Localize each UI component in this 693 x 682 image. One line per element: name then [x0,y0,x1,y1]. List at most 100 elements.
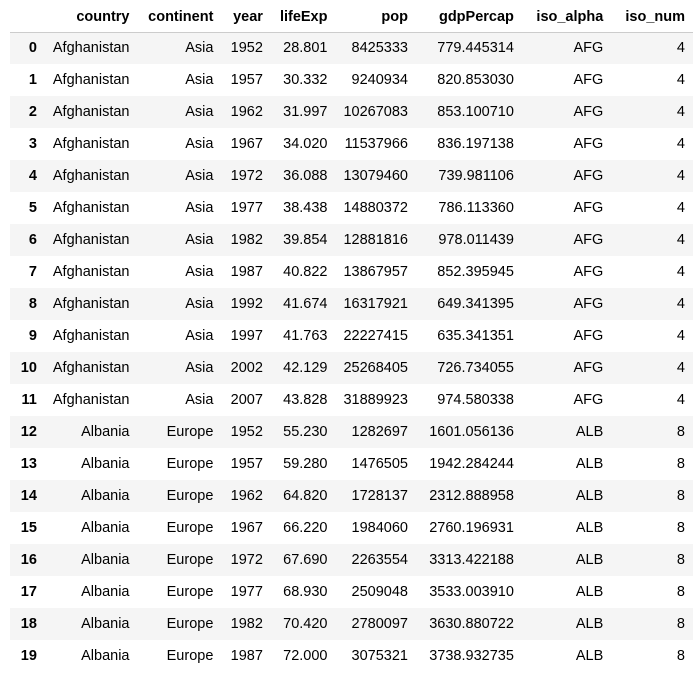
gdppercap-cell: 3313.422188 [429,552,514,568]
iso-alpha-cell: AFG [573,72,604,88]
pop-cell: 16317921 [343,296,408,312]
table-row: 15 Albania Europe 1967 66.220 1984060 2760.196… [10,512,693,544]
iso-num-cell: 4 [676,200,685,216]
year-cell: 1987 [230,648,263,664]
lifeexp-cell: 59.280 [283,456,328,472]
table-row: 10 Afghanistan Asia 2002 42.129 25268405 726.7… [10,352,693,384]
country-cell: Afghanistan [52,104,130,120]
lifeexp-header: lifeExp [270,3,336,33]
iso-num-cell: 4 [676,232,685,248]
pop-cell: 2780097 [351,616,408,632]
country-cell: Albania [81,488,130,504]
country-cell: Albania [81,424,130,440]
pop-cell: 25268405 [343,360,408,376]
lifeexp-cell: 31.997 [283,104,328,120]
year-cell: 1972 [230,168,263,184]
iso-num-cell: 4 [676,40,685,57]
row-index: 5 [28,200,37,216]
header-row: country continent year lifeExp pop gdpPercap i… [10,3,693,33]
iso-num-cell: 8 [676,488,685,504]
table-row: 1 Afghanistan Asia 1957 30.332 9240934 820.853… [10,64,693,96]
continent-cell: Asia [185,72,214,88]
continent-cell: Europe [166,616,214,632]
country-header: country [44,3,138,33]
continent-cell: Asia [185,40,214,57]
pop-header: pop [335,3,416,33]
year-cell: 1992 [230,296,263,312]
iso-alpha-cell: AFG [573,328,604,344]
country-cell: Afghanistan [52,136,130,152]
iso-num-cell: 4 [676,168,685,184]
iso-alpha-cell: AFG [573,360,604,376]
iso-num-cell: 8 [676,648,685,664]
iso-alpha-cell: ALB [575,456,604,472]
table-row: 18 Albania Europe 1982 70.420 2780097 3630.880… [10,608,693,640]
gdppercap-cell: 3630.880722 [429,616,514,632]
pop-cell: 11537966 [344,136,408,152]
iso-alpha-cell: AFG [573,104,604,120]
gdppercap-cell: 2312.888958 [429,488,514,504]
year-cell: 2007 [230,392,263,408]
lifeexp-cell: 36.088 [283,168,328,184]
row-index: 9 [28,328,37,344]
gdppercap-cell: 3738.932735 [429,648,514,664]
country-cell: Albania [81,616,130,632]
continent-cell: Asia [185,328,214,344]
pop-cell: 31889923 [343,392,408,408]
country-cell: Afghanistan [52,264,130,280]
row-index: 3 [28,136,37,152]
iso-num-cell: 8 [676,424,685,440]
continent-cell: Asia [185,232,214,248]
gdppercap-cell: 726.734055 [437,360,514,376]
lifeexp-cell: 30.332 [283,72,328,88]
row-index: 1 [28,72,37,88]
table-header: country continent year lifeExp pop gdpPercap i… [10,3,693,33]
lifeexp-cell: 43.828 [283,392,328,408]
country-cell: Afghanistan [52,360,130,376]
year-cell: 1962 [230,104,263,120]
table-row: 16 Albania Europe 1972 67.690 2263554 3313.422… [10,544,693,576]
gdppercap-cell: 739.981106 [438,168,514,184]
continent-cell: Europe [166,584,214,600]
pop-cell: 2509048 [351,584,408,600]
iso-num-cell: 4 [676,72,685,88]
country-cell: Albania [81,456,130,472]
iso-num-cell: 8 [676,584,685,600]
year-cell: 1997 [230,328,263,344]
row-index: 11 [21,392,37,408]
year-cell: 1967 [230,520,263,536]
year-cell: 1987 [230,264,263,280]
table-row: 0 Afghanistan Asia 1952 28.801 8425333 779.445… [10,32,693,64]
gdppercap-cell: 978.011439 [438,232,514,248]
gdppercap-cell: 779.445314 [437,40,514,57]
table-row: 6 Afghanistan Asia 1982 39.854 12881816 978.01… [10,224,693,256]
continent-cell: Europe [166,648,214,664]
iso-alpha-cell: AFG [573,264,604,280]
gdppercap-cell: 974.580338 [437,392,514,408]
row-index: 17 [20,584,37,600]
iso-num-cell: 4 [676,328,685,344]
year-cell: 1977 [230,200,263,216]
table-row: 2 Afghanistan Asia 1962 31.997 10267083 853.10… [10,96,693,128]
iso-alpha-cell: ALB [575,552,604,568]
continent-cell: Asia [185,264,214,280]
lifeexp-cell: 70.420 [283,616,328,632]
iso-alpha-cell: ALB [575,424,604,440]
pop-cell: 12881816 [343,232,408,248]
table-row: 17 Albania Europe 1977 68.930 2509048 3533.003… [10,576,693,608]
country-cell: Albania [81,552,130,568]
row-index: 8 [28,296,37,312]
row-index: 16 [20,552,37,568]
gdppercap-cell: 635.341351 [437,328,514,344]
lifeexp-cell: 68.930 [283,584,328,600]
pop-cell: 14880372 [343,200,408,216]
continent-cell: Asia [185,200,214,216]
gdppercap-cell: 820.853030 [437,72,514,88]
iso-num-cell: 8 [676,552,685,568]
year-cell: 1982 [230,616,263,632]
country-cell: Afghanistan [52,296,130,312]
iso-num-header: iso_num [611,3,693,33]
iso-num-cell: 8 [676,520,685,536]
year-cell: 2002 [230,360,263,376]
